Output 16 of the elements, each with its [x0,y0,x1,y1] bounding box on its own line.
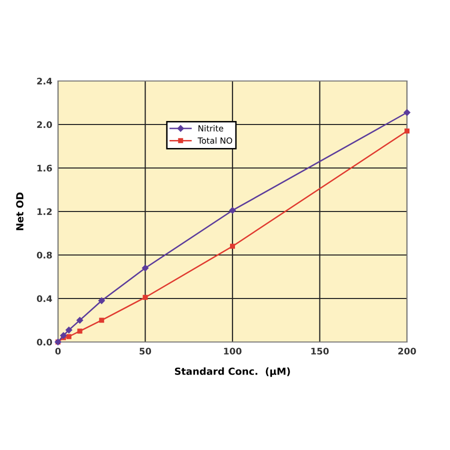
legend-label: Nitrite [198,125,224,132]
x-tick-label: 50 [140,348,152,355]
x-tick-label: 100 [224,348,242,355]
y-axis-title: Net OD [16,192,24,230]
x-tick-label: 150 [311,348,329,355]
legend-label: Total NO [198,137,232,144]
y-tick-label: 2.0 [37,121,52,128]
y-tick-label: 1.6 [37,164,52,172]
y-tick-label: 0.4 [36,295,52,302]
x-axis-title: Standard Conc. (µM) [174,367,290,377]
x-tick-label: 0 [55,348,61,355]
y-tick-label: 2.4 [37,78,52,84]
x-tick-label: 200 [398,348,416,355]
y-tick-label: 0.0 [36,338,52,346]
y-tick-label: 0.8 [36,252,52,259]
y-tick-label: 1.2 [37,208,52,215]
